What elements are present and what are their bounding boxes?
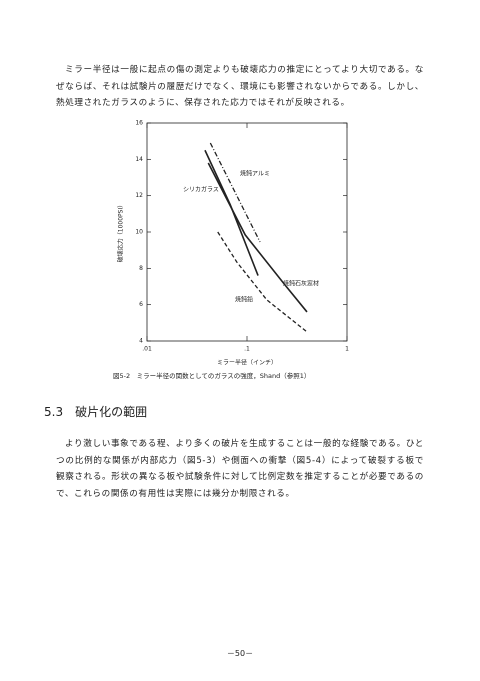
plot-frame bbox=[146, 122, 348, 342]
series-label: 焼鈍鉛 bbox=[235, 296, 253, 304]
series-line bbox=[207, 162, 308, 313]
x-axis-label: ミラー半径（インチ） bbox=[217, 359, 277, 367]
section-heading: 5.3 破片化の範囲 bbox=[44, 405, 148, 419]
series-line bbox=[217, 231, 308, 333]
y-axis-label: 破壊応力（1000PSI） bbox=[117, 202, 125, 262]
chart: 破壊応力（1000PSI） ミラー半径（インチ） 図5-2 ミラー半径の関数とし… bbox=[113, 120, 349, 381]
series-label: 焼鈍石灰窓材 bbox=[283, 280, 319, 288]
series-label: 焼鈍アルミ bbox=[240, 170, 270, 178]
x-tick-label: .1 bbox=[244, 346, 250, 353]
x-tick-label: .01 bbox=[142, 346, 152, 353]
y-tick-label: 16 bbox=[135, 120, 143, 127]
y-tick-label: 10 bbox=[135, 229, 143, 236]
y-tick-label: 4 bbox=[139, 338, 143, 345]
y-tick-label: 6 bbox=[139, 301, 143, 308]
y-tick-label: 8 bbox=[139, 265, 143, 272]
y-tick-label: 12 bbox=[135, 192, 143, 199]
page-number: －50－ bbox=[226, 649, 254, 658]
x-tick-label: 1 bbox=[345, 346, 349, 353]
caption: 図5-2 ミラー半径の関数としてのガラスの強度，Shand（参照1） bbox=[113, 371, 310, 380]
series-label: シリカガラス bbox=[183, 186, 219, 194]
paragraph: より激しい事象である程、より多くの破片を生成することは一般的な経験である。ひとつ… bbox=[56, 439, 424, 499]
series-line bbox=[209, 142, 261, 243]
paragraph: ミラー半径は一般に起点の傷の測定よりも破壊応力の推定にとってより大切である。なぜ… bbox=[56, 65, 424, 108]
y-tick-label: 14 bbox=[135, 156, 143, 163]
series-line bbox=[204, 149, 259, 276]
